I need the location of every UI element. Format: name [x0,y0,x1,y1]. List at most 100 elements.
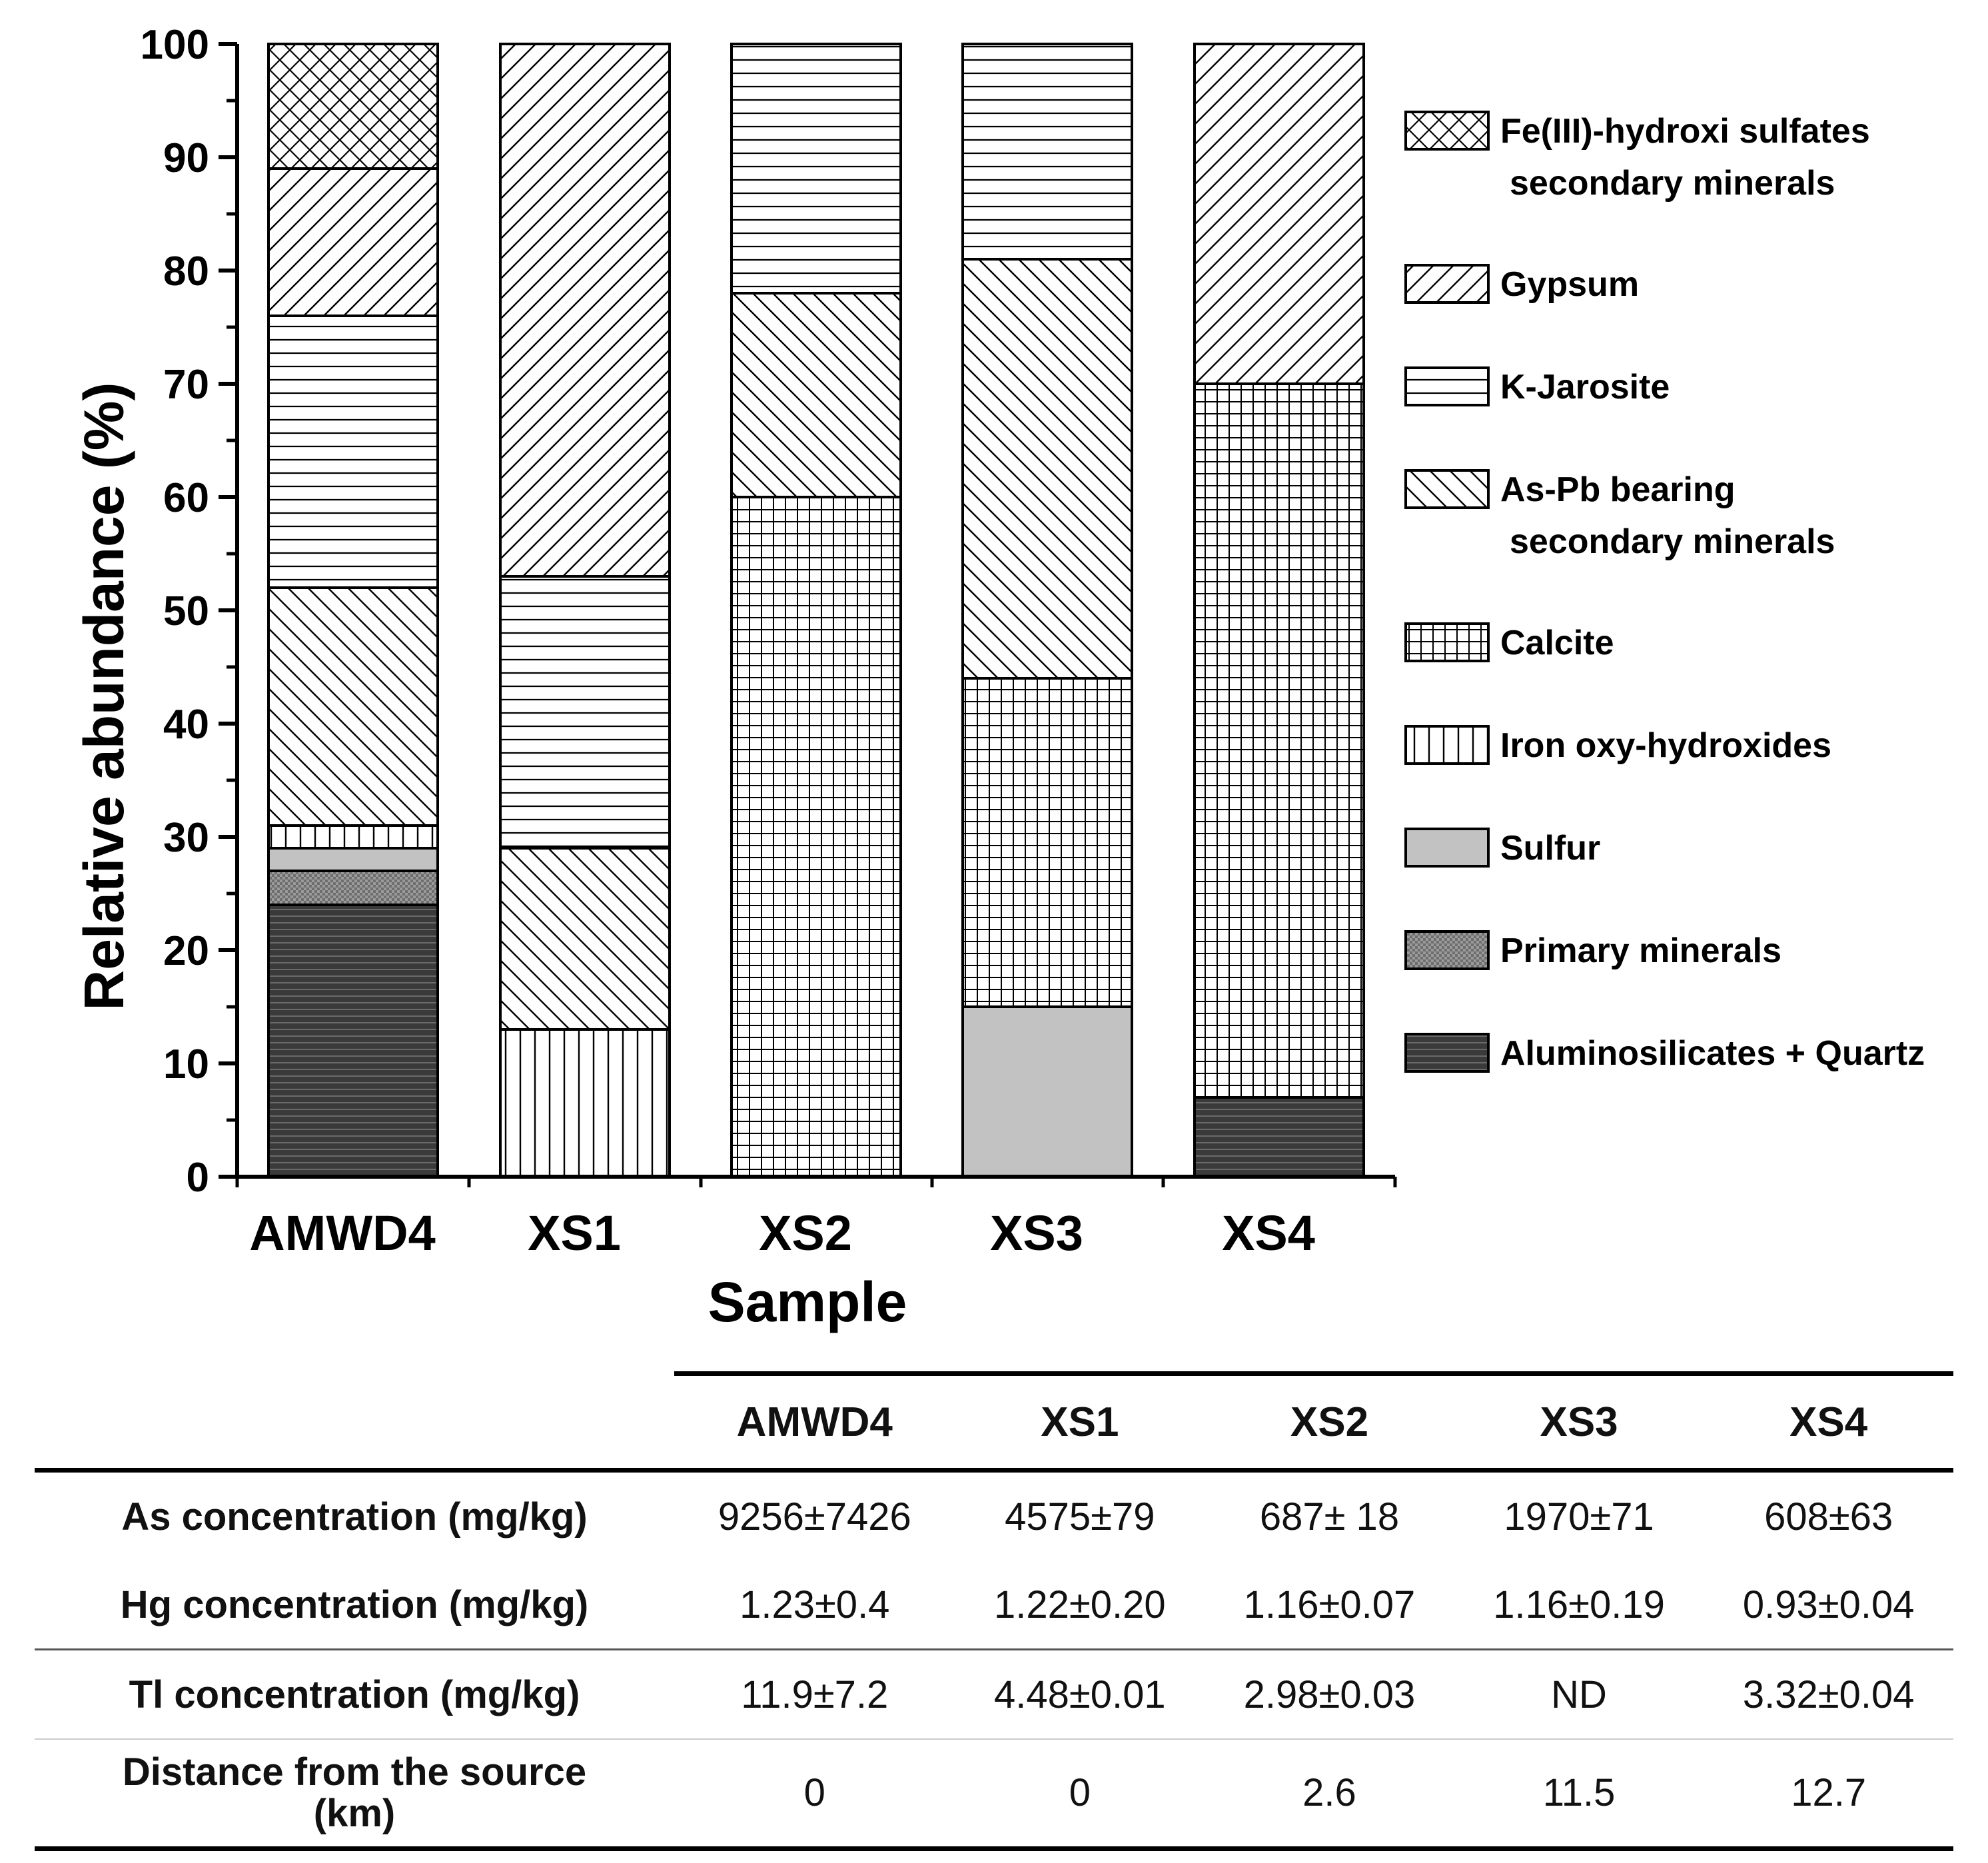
bar-segment-feiii-AMWD4 [267,43,439,170]
legend-swatch-alum [1404,1033,1490,1073]
bar-segment-sulf-XS3 [961,1005,1133,1178]
y-tick-label: 50 [163,588,209,634]
bar-segment-gyps-XS1 [499,43,671,578]
y-tick-label: 40 [163,702,209,748]
legend-label: Primary minerals [1500,932,1781,970]
bar-segment-gyps-XS4 [1193,43,1365,385]
y-tick-label: 90 [163,135,209,181]
table-col-header: XS4 [1704,1371,1953,1473]
table-cell: 11.9±7.2 [674,1649,955,1740]
bar-segment-alum-AMWD4 [267,904,439,1178]
y-tick-label: 30 [163,815,209,861]
table-header-row: AMWD4 XS1 XS2 XS3 XS4 [35,1371,1953,1473]
table-cell: 1970±71 [1504,1495,1654,1539]
table-cell: 1.22±0.20 [955,1560,1205,1650]
table-row-as: As concentration (mg/kg) 9256±7426 4575±… [35,1471,1953,1561]
table-cell: 1.16±0.19 [1454,1560,1704,1650]
x-tick-label: XS3 [990,1205,1083,1261]
table-cell: 11.5 [1454,1739,1704,1851]
bars-group [267,43,1365,1178]
y-tick-label: 10 [163,1041,209,1087]
legend-swatch-sulf [1404,828,1490,868]
table-row-tl: Tl concentration (mg/kg) 11.9±7.2 4.48±0… [35,1649,1953,1740]
legend: Fe(III)-hydroxi sulfates secondary minera… [1404,111,1925,1073]
table-cell: ND [1454,1649,1704,1740]
legend-swatch-kjar [1404,366,1490,406]
bar-segment-kjar-XS1 [499,575,671,850]
table-corner [35,1373,674,1473]
legend-label: Iron oxy-hydroxides [1500,726,1831,765]
x-tick-label: XS2 [759,1205,852,1261]
table-col-header: XS2 [1205,1371,1454,1473]
legend-label: As-Pb bearing [1500,470,1736,509]
bar-segment-aspb-XS1 [499,847,671,1031]
row-label: As concentration (mg/kg) [121,1495,588,1539]
table-cell: 2.6 [1205,1739,1454,1851]
table-cell: 9256±7426 [718,1495,911,1539]
concentration-table: AMWD4 XS1 XS2 XS3 XS4 As concentration (… [35,1371,1953,1851]
table-cell: 0 [674,1739,955,1851]
legend-swatch-prim [1404,930,1490,970]
y-tick-label: 0 [187,1155,209,1201]
row-label-line: (km) [313,1792,396,1835]
bar-segment-calc-XS3 [961,677,1133,1008]
row-label: Distance from the source (km) [35,1739,674,1851]
table-cell: 4.48±0.01 [955,1649,1205,1740]
bar-segment-kjar-XS2 [730,43,902,295]
bar-segment-aspb-AMWD4 [267,586,439,827]
legend-label: Aluminosilicates + Quartz [1500,1034,1925,1073]
table-col-header: AMWD4 [674,1371,955,1473]
table-cell: 1.16±0.07 [1205,1560,1454,1650]
legend-swatch-iron [1404,725,1490,765]
row-label: Tl concentration (mg/kg) [35,1649,674,1740]
bar-segment-gyps-AMWD4 [267,167,439,317]
bar-segment-iron-XS1 [499,1028,671,1178]
table-cell: 0.93±0.04 [1704,1560,1953,1650]
y-tick-label: 60 [163,475,209,521]
legend-label: secondary minerals [1510,164,1835,203]
legend-label: Calcite [1500,624,1614,662]
bar-segment-iron-AMWD4 [267,824,439,850]
table-col-header: XS3 [1454,1371,1704,1473]
legend-label: Gypsum [1500,265,1639,304]
y-tick-label: 80 [163,249,209,295]
row-label: Hg concentration (mg/kg) [35,1560,674,1650]
y-axis-title: Relative abundance (%) [73,382,135,1011]
table-row-hg: Hg concentration (mg/kg) 1.23±0.4 1.22±0… [35,1560,1953,1650]
axes-group: 0 10 20 30 40 50 60 70 80 90 100 AMWD4 XS1 XS2 XS3 XS4 [141,22,1397,1261]
y-tick-label: 100 [141,22,209,68]
y-tick-label: 20 [163,928,209,974]
bar-segment-kjar-XS3 [961,43,1133,261]
bar-segment-aspb-XS3 [961,258,1133,680]
bar-segment-sulf-AMWD4 [267,847,439,872]
legend-label: Fe(III)-hydroxi sulfates [1500,112,1870,151]
table-cell: 1.23±0.4 [674,1560,955,1650]
table-row-distance: Distance from the source (km) 0 0 2.6 11… [35,1739,1953,1851]
table-cell: 2.98±0.03 [1205,1649,1454,1740]
bar-segment-calc-XS2 [730,496,902,1178]
legend-label: secondary minerals [1510,522,1835,561]
table-cell: 0 [955,1739,1205,1851]
x-tick-label: XS1 [528,1205,621,1261]
legend-swatch-feiii [1404,111,1490,151]
table-cell: 3.32±0.04 [1704,1649,1953,1740]
table-cell: 4575±79 [1005,1495,1155,1539]
legend-label: Sulfur [1500,829,1600,868]
x-axis-title: Sample [708,1271,907,1333]
table-cell: 687± 18 [1259,1495,1400,1539]
legend-swatch-aspb [1404,469,1490,509]
bar-segment-alum-XS4 [1193,1096,1365,1178]
legend-swatch-calc [1404,622,1490,662]
legend-swatch-gyps [1404,264,1490,304]
table-col-header: XS1 [955,1371,1205,1473]
x-tick-label: AMWD4 [249,1205,436,1261]
bar-segment-kjar-AMWD4 [267,314,439,589]
y-tick-label: 70 [163,362,209,408]
bar-segment-calc-XS4 [1193,382,1365,1099]
table-cell: 12.7 [1704,1739,1953,1851]
row-label-line: Distance from the source [122,1750,587,1794]
x-tick-label: XS4 [1222,1205,1315,1261]
table-cell: 608±63 [1764,1495,1893,1539]
bar-segment-aspb-XS2 [730,292,902,498]
legend-label: K-Jarosite [1500,368,1670,406]
